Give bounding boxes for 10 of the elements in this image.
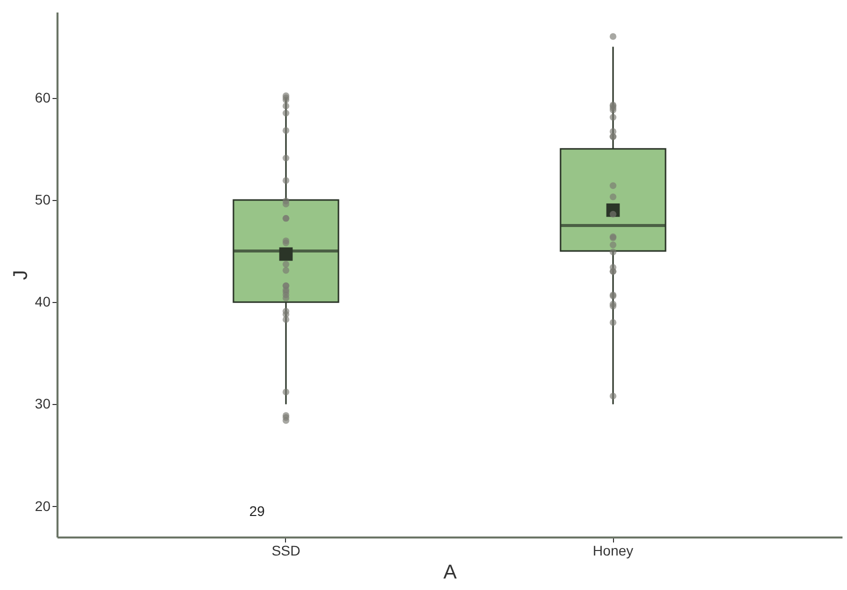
y-tick-label: 30 <box>34 396 51 412</box>
x-tick-label: Honey <box>592 542 634 558</box>
y-tick-label: 40 <box>34 294 51 310</box>
x-tick-label: SSD <box>272 542 300 558</box>
y-tick-label: 20 <box>34 498 51 514</box>
x-axis-title: A <box>443 562 458 584</box>
y-axis-title: J <box>10 270 32 280</box>
y-tick-label: 60 <box>34 89 51 106</box>
y-tick-label: 50 <box>34 191 51 208</box>
annotation: 29 <box>249 503 265 519</box>
